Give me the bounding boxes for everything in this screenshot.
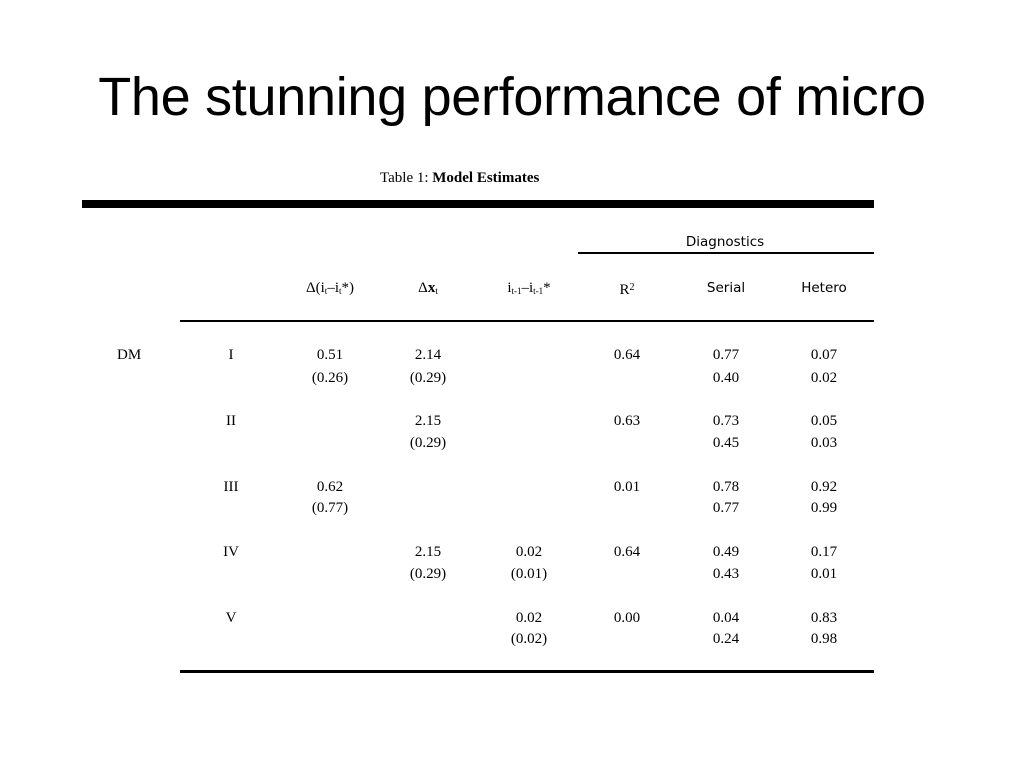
- cell-c1: 0.51: [316, 347, 344, 363]
- row-label: II: [226, 413, 236, 429]
- cell-c3-se: (0.01): [510, 566, 548, 582]
- header-delta-i: Δ(it–it*): [305, 280, 355, 296]
- cell-r2: 0.63: [613, 413, 641, 429]
- cell-r2: 0.64: [613, 544, 641, 560]
- table-caption-text: Model Estimates: [432, 170, 540, 186]
- header-hetero: Hetero: [801, 280, 847, 296]
- cell-hetero-2: 0.98: [810, 631, 838, 647]
- cell-serial-2: 0.77: [712, 500, 740, 516]
- cell-serial: 0.04: [712, 610, 740, 626]
- cell-hetero: 0.17: [810, 544, 838, 560]
- model-label: DM: [117, 347, 142, 363]
- header-delta-x: Δxt: [418, 280, 438, 296]
- header-serial: Serial: [706, 280, 746, 296]
- table-caption: Table 1: Model Estimates: [380, 170, 539, 187]
- cell-serial-2: 0.40: [712, 370, 740, 386]
- row-label: V: [225, 610, 237, 626]
- cell-c2-se: (0.29): [409, 566, 447, 582]
- cell-hetero-2: 0.99: [810, 500, 838, 516]
- cell-serial: 0.78: [712, 479, 740, 495]
- cell-r2: 0.01: [613, 479, 641, 495]
- header-r-squared: R2: [619, 282, 635, 298]
- cell-c2: 2.14: [414, 347, 442, 363]
- header-i-lag: it-1–it-1*: [507, 280, 551, 296]
- cell-hetero: 0.92: [810, 479, 838, 495]
- cell-r2: 0.64: [613, 347, 641, 363]
- cell-serial-2: 0.45: [712, 435, 740, 451]
- cell-hetero-2: 0.03: [810, 435, 838, 451]
- slide-title: The stunning performance of micro: [98, 67, 926, 127]
- cell-c3-se: (0.02): [510, 631, 548, 647]
- cell-c2: 2.15: [414, 544, 442, 560]
- cell-hetero: 0.07: [810, 347, 838, 363]
- cell-c2-se: (0.29): [409, 435, 447, 451]
- cell-serial: 0.73: [712, 413, 740, 429]
- diagnostics-group-header: Diagnostics: [685, 234, 765, 250]
- cell-c3: 0.02: [515, 544, 543, 560]
- cell-hetero-2: 0.02: [810, 370, 838, 386]
- cell-c1-se: (0.26): [311, 370, 349, 386]
- table-bottom-rule: [180, 670, 874, 673]
- cell-hetero: 0.83: [810, 610, 838, 626]
- cell-serial: 0.77: [712, 347, 740, 363]
- cell-serial: 0.49: [712, 544, 740, 560]
- diagnostics-rule: [578, 252, 874, 254]
- cell-r2: 0.00: [613, 610, 641, 626]
- cell-hetero: 0.05: [810, 413, 838, 429]
- cell-c2-se: (0.29): [409, 370, 447, 386]
- cell-hetero-2: 0.01: [810, 566, 838, 582]
- table-caption-prefix: Table 1:: [380, 170, 429, 186]
- cell-c2: 2.15: [414, 413, 442, 429]
- row-label: IV: [223, 544, 239, 560]
- cell-c1: 0.62: [316, 479, 344, 495]
- cell-serial-2: 0.43: [712, 566, 740, 582]
- table-top-rule: [82, 200, 874, 208]
- row-label: III: [223, 479, 239, 495]
- cell-serial-2: 0.24: [712, 631, 740, 647]
- row-label: I: [228, 347, 234, 363]
- header-rule: [180, 320, 874, 322]
- cell-c1-se: (0.77): [311, 500, 349, 516]
- cell-c3: 0.02: [515, 610, 543, 626]
